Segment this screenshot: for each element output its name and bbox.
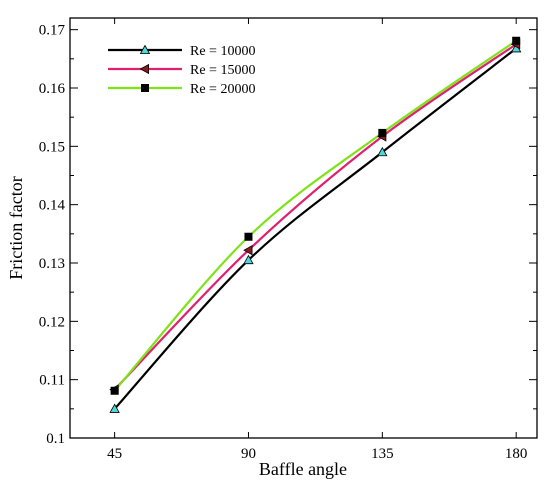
x-axis-ticks: 45 90 135 180	[107, 18, 527, 462]
data-point-series-3	[378, 128, 387, 137]
data-point-series-2	[243, 244, 253, 256]
series-line-3	[113, 39, 517, 392]
legend-marker-2	[139, 63, 150, 75]
legend-label-2: Re = 15000	[190, 63, 255, 78]
y-tick-label: 0.17	[39, 23, 66, 39]
legend-marker-3	[140, 84, 149, 93]
series-line-1	[113, 47, 517, 410]
y-tick-label: 0.11	[39, 373, 65, 389]
data-point-series-3	[110, 386, 119, 395]
data-point-series-1	[243, 254, 254, 265]
y-axis-ticks: 0.1 0.11 0.12 0.13 0.14 0.15 0.16 0.17	[39, 23, 537, 447]
y-axis-title: Friction factor	[6, 176, 26, 279]
y-tick-label: 0.12	[39, 314, 65, 330]
data-point-series-3	[244, 232, 253, 241]
x-tick-label: 90	[241, 446, 256, 462]
series-curves	[113, 39, 517, 410]
y-tick-label: 0.13	[39, 256, 65, 272]
x-tick-label: 135	[371, 446, 394, 462]
y-tick-label: 0.16	[39, 81, 66, 97]
plot-frame	[69, 17, 538, 439]
x-axis-title: Baffle angle	[259, 459, 347, 479]
series-line-2	[113, 43, 517, 391]
y-tick-label: 0.15	[39, 139, 65, 155]
y-tick-label: 0.14	[39, 198, 66, 214]
legend-label-1: Re = 10000	[190, 44, 255, 59]
legend: Re = 10000 Re = 15000 Re = 20000	[108, 44, 255, 97]
data-point-series-1	[377, 146, 388, 157]
legend-marker-1	[139, 44, 151, 54]
x-tick-label: 45	[107, 446, 122, 462]
data-point-series-1	[109, 403, 120, 413]
series-markers	[109, 36, 522, 413]
x-tick-label: 180	[505, 446, 528, 462]
y-tick-label: 0.1	[46, 431, 65, 447]
data-point-series-3	[512, 36, 521, 45]
legend-label-3: Re = 20000	[190, 82, 255, 97]
